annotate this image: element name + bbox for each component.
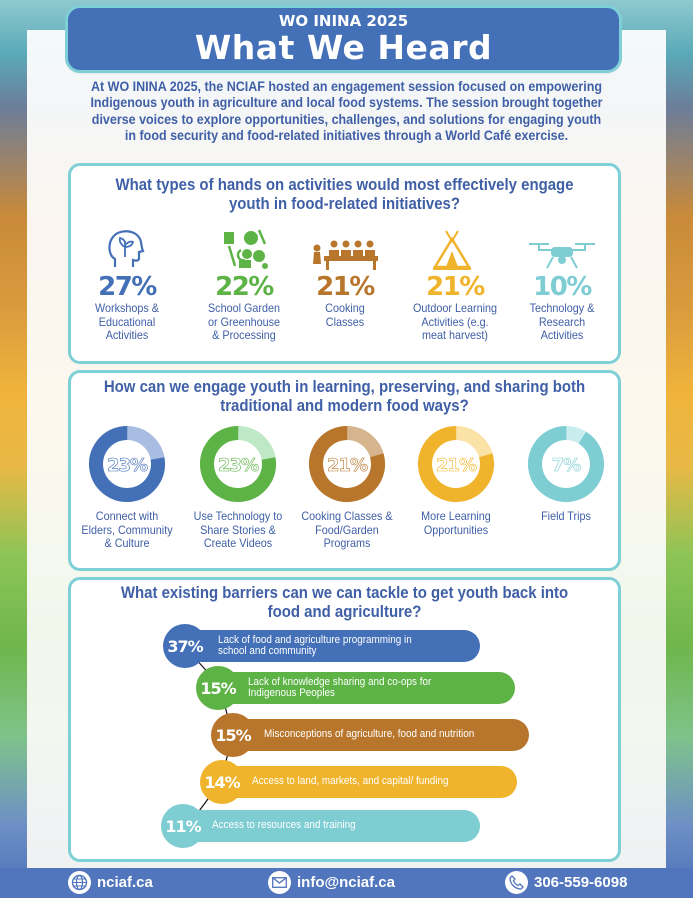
globe-icon (68, 871, 91, 894)
barrier-percent-bubble: 14% (200, 760, 244, 804)
website-text: nciaf.ca (97, 874, 153, 891)
cooking-class-icon (313, 240, 378, 270)
activity-percent: 21% (316, 272, 375, 302)
phone-text: 306-559-6098 (534, 874, 628, 891)
activity-label: Outdoor Learning Activities (e.g. meat h… (412, 301, 498, 342)
donut-ring: 23% (200, 426, 276, 502)
barrier-label: Access to land, markets, and capital/ fu… (252, 775, 449, 788)
foodway-label: More Learning Opportunities (421, 509, 491, 537)
title-banner: WO ININA 2025 What We Heard (68, 8, 619, 70)
foodways-question: How can we engage youth in learning, pre… (103, 377, 586, 415)
activity-percent: 22% (215, 272, 274, 302)
barrier-bar: Access to resources and training (178, 810, 480, 842)
activities-card: What types of hands on activities would … (68, 163, 621, 364)
donut-percent: 21% (327, 455, 368, 476)
foodway-label: Connect with Elders, Community & Culture (81, 509, 173, 550)
teepee-icon (432, 230, 472, 270)
foodway-donut: 23% Use Technology to Share Stories & Cre… (183, 424, 293, 551)
activity-percent: 10% (533, 272, 592, 302)
barrier-percent-bubble: 37% (163, 624, 207, 668)
barrier-label: Lack of food and agriculture programming… (218, 633, 412, 657)
donut-percent: 7% (552, 455, 582, 476)
website-link[interactable]: nciaf.ca (68, 871, 153, 894)
barrier-percent-bubble: 15% (196, 666, 240, 710)
phone-link[interactable]: 306-559-6098 (505, 871, 627, 894)
foodway-donut: 7% Field Trips (511, 424, 621, 524)
barrier-label: Lack of knowledge sharing and co-ops for… (248, 675, 432, 699)
drone-icon (529, 243, 595, 269)
foodway-label: Cooking Classes & Food/Garden Programs (301, 509, 393, 550)
barrier-percent-bubble: 15% (211, 713, 255, 757)
activity-percent: 27% (98, 272, 157, 302)
donut-percent: 23% (218, 455, 259, 476)
footer-bar: nciaf.ca info@nciaf.ca 306-559-6098 (0, 868, 693, 898)
barrier-percent-bubble: 11% (161, 804, 205, 848)
barrier-bar: Misconceptions of agriculture, food and … (228, 719, 529, 751)
activity-percent: 21% (426, 272, 485, 302)
donut-ring: 23% (89, 426, 165, 502)
foodway-label: Use Technology to Share Stories & Create… (193, 509, 283, 550)
barrier-bar: Lack of knowledge sharing and co-ops for… (214, 672, 515, 704)
barrier-bar: Access to land, markets, and capital/ fu… (216, 766, 517, 798)
activity-label: Technology & Research Activities (529, 301, 595, 342)
donut-ring: 21% (309, 426, 385, 502)
activity-stat: 10% Technology & Research Activities (512, 272, 612, 343)
donut-percent: 21% (436, 455, 477, 476)
head-sprout-icon (108, 230, 145, 267)
donut-ring: 7% (528, 426, 604, 502)
activity-stat: 22% School Garden or Greenhouse & Proces… (194, 272, 294, 343)
intro-paragraph: At WO ININA 2025, the NCIAF hosted an en… (90, 79, 603, 144)
page-title: What We Heard (194, 28, 493, 67)
foodway-donut: 23% Connect with Elders, Community & Cult… (72, 424, 182, 551)
activity-stat: 27% Workshops & Educational Activities (77, 272, 177, 343)
phone-icon (505, 871, 528, 894)
barrier-bar: Lack of food and agriculture programming… (180, 630, 480, 662)
activity-stat: 21% Outdoor Learning Activities (e.g. me… (405, 272, 505, 343)
event-subtitle: WO ININA 2025 (278, 12, 409, 30)
envelope-icon (268, 871, 291, 894)
foodway-label: Field Trips (541, 509, 591, 523)
activity-label: Cooking Classes (325, 301, 365, 329)
email-link[interactable]: info@nciaf.ca (268, 871, 395, 894)
email-text: info@nciaf.ca (297, 874, 395, 891)
garden-tools-icon (224, 229, 268, 269)
activity-label: Workshops & Educational Activities (94, 301, 160, 342)
donut-percent: 23% (107, 455, 148, 476)
barriers-question: What existing barriers can we can tackle… (120, 583, 569, 621)
barrier-label: Misconceptions of agriculture, food and … (264, 728, 475, 741)
activities-question: What types of hands on activities would … (115, 175, 574, 213)
activity-label: School Garden or Greenhouse & Processing (207, 301, 281, 342)
barrier-label: Access to resources and training (212, 819, 356, 832)
foodway-donut: 21% More Learning Opportunities (401, 424, 511, 537)
donut-ring: 21% (418, 426, 494, 502)
foodway-donut: 21% Cooking Classes & Food/Garden Program… (292, 424, 402, 551)
activity-stat: 21% Cooking Classes (295, 272, 395, 329)
